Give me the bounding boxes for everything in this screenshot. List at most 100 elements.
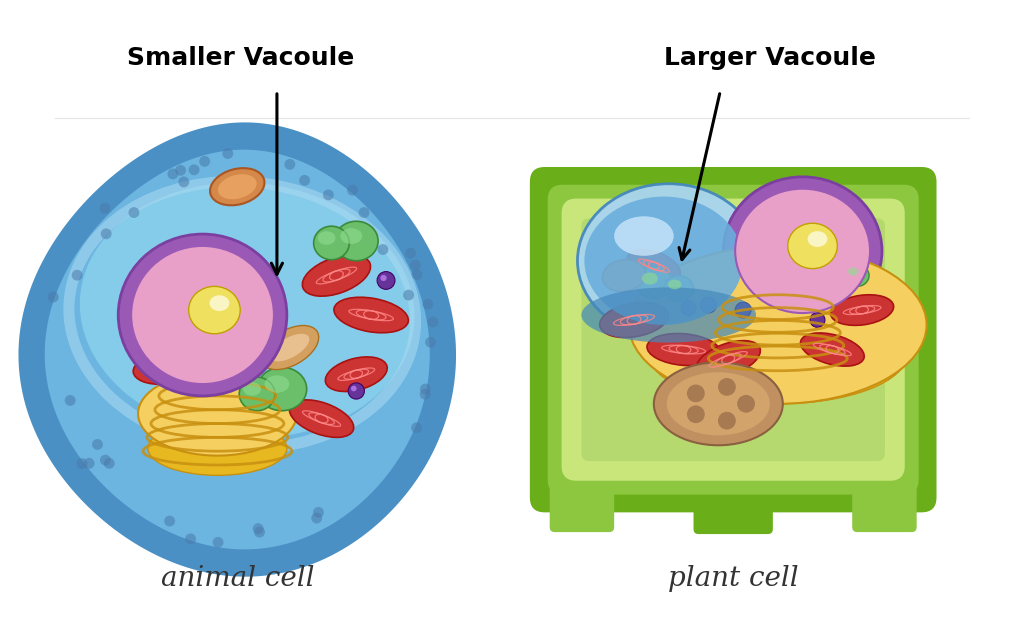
Circle shape [420, 389, 431, 399]
Circle shape [65, 395, 76, 406]
Ellipse shape [244, 382, 261, 396]
Ellipse shape [602, 260, 646, 292]
Ellipse shape [600, 302, 669, 338]
Ellipse shape [801, 333, 864, 366]
Ellipse shape [210, 168, 264, 205]
Ellipse shape [628, 249, 680, 282]
Circle shape [48, 292, 58, 302]
Ellipse shape [848, 268, 858, 276]
Ellipse shape [647, 333, 720, 365]
Circle shape [687, 405, 705, 423]
Circle shape [411, 422, 422, 433]
Circle shape [100, 455, 111, 466]
Ellipse shape [664, 275, 693, 301]
Circle shape [718, 412, 736, 430]
Circle shape [175, 165, 186, 176]
Ellipse shape [317, 231, 336, 244]
Circle shape [718, 378, 736, 396]
Ellipse shape [629, 246, 927, 404]
FancyBboxPatch shape [693, 473, 773, 534]
Ellipse shape [649, 305, 907, 404]
Circle shape [72, 270, 83, 280]
FancyBboxPatch shape [582, 219, 885, 461]
Ellipse shape [151, 256, 205, 285]
Circle shape [168, 168, 178, 180]
Ellipse shape [642, 273, 657, 285]
Text: plant cell: plant cell [668, 565, 799, 592]
Circle shape [84, 458, 94, 469]
Circle shape [185, 534, 196, 544]
Ellipse shape [696, 341, 761, 378]
Circle shape [204, 359, 221, 375]
Circle shape [313, 507, 324, 518]
Circle shape [378, 244, 388, 255]
FancyBboxPatch shape [548, 185, 919, 495]
Polygon shape [45, 150, 430, 549]
Text: animal cell: animal cell [161, 565, 314, 592]
Ellipse shape [582, 287, 756, 343]
Circle shape [406, 248, 416, 258]
Ellipse shape [118, 234, 287, 396]
Circle shape [351, 386, 356, 391]
Circle shape [99, 203, 111, 214]
Ellipse shape [636, 266, 672, 298]
Circle shape [681, 301, 696, 316]
FancyBboxPatch shape [852, 473, 916, 532]
Circle shape [423, 299, 433, 309]
Circle shape [403, 290, 414, 301]
Ellipse shape [845, 265, 869, 287]
Circle shape [103, 458, 115, 469]
Circle shape [285, 159, 295, 169]
Circle shape [735, 302, 751, 318]
Circle shape [200, 156, 210, 167]
FancyBboxPatch shape [529, 167, 937, 512]
Ellipse shape [735, 189, 870, 313]
Ellipse shape [787, 223, 838, 268]
Circle shape [377, 272, 395, 289]
Circle shape [92, 439, 103, 450]
Ellipse shape [830, 295, 894, 325]
Ellipse shape [808, 231, 827, 247]
Circle shape [254, 527, 265, 537]
Ellipse shape [210, 295, 229, 311]
Ellipse shape [240, 377, 275, 411]
Polygon shape [18, 122, 456, 576]
FancyBboxPatch shape [550, 473, 614, 532]
Circle shape [323, 190, 334, 200]
Circle shape [425, 337, 436, 348]
Ellipse shape [79, 181, 416, 438]
Text: Larger Vacoule: Larger Vacoule [664, 47, 876, 71]
Ellipse shape [723, 177, 882, 325]
Ellipse shape [302, 255, 371, 296]
Text: Smaller Vacoule: Smaller Vacoule [127, 47, 354, 71]
FancyBboxPatch shape [561, 198, 905, 481]
Ellipse shape [290, 400, 353, 437]
Ellipse shape [334, 297, 409, 333]
Circle shape [700, 297, 717, 313]
Ellipse shape [261, 326, 318, 370]
Circle shape [100, 228, 112, 239]
Circle shape [410, 260, 421, 270]
Ellipse shape [264, 375, 290, 392]
Ellipse shape [654, 362, 782, 445]
Circle shape [358, 207, 370, 218]
Circle shape [128, 207, 139, 218]
Ellipse shape [313, 226, 349, 260]
Circle shape [207, 362, 213, 368]
Circle shape [77, 458, 87, 469]
Circle shape [347, 185, 358, 195]
Ellipse shape [585, 197, 743, 325]
Ellipse shape [340, 228, 362, 244]
Circle shape [188, 164, 200, 175]
Ellipse shape [335, 221, 378, 261]
Ellipse shape [133, 354, 193, 384]
Ellipse shape [667, 372, 770, 435]
Ellipse shape [138, 372, 297, 455]
Circle shape [348, 383, 365, 399]
Ellipse shape [257, 367, 306, 411]
Circle shape [810, 312, 825, 328]
Ellipse shape [218, 174, 257, 199]
Ellipse shape [614, 216, 674, 256]
Circle shape [687, 384, 705, 402]
Ellipse shape [148, 421, 287, 476]
